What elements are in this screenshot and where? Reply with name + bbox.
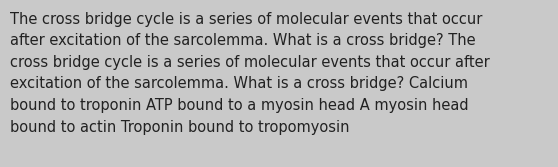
Text: The cross bridge cycle is a series of molecular events that occur
after excitati: The cross bridge cycle is a series of mo… <box>10 12 490 135</box>
